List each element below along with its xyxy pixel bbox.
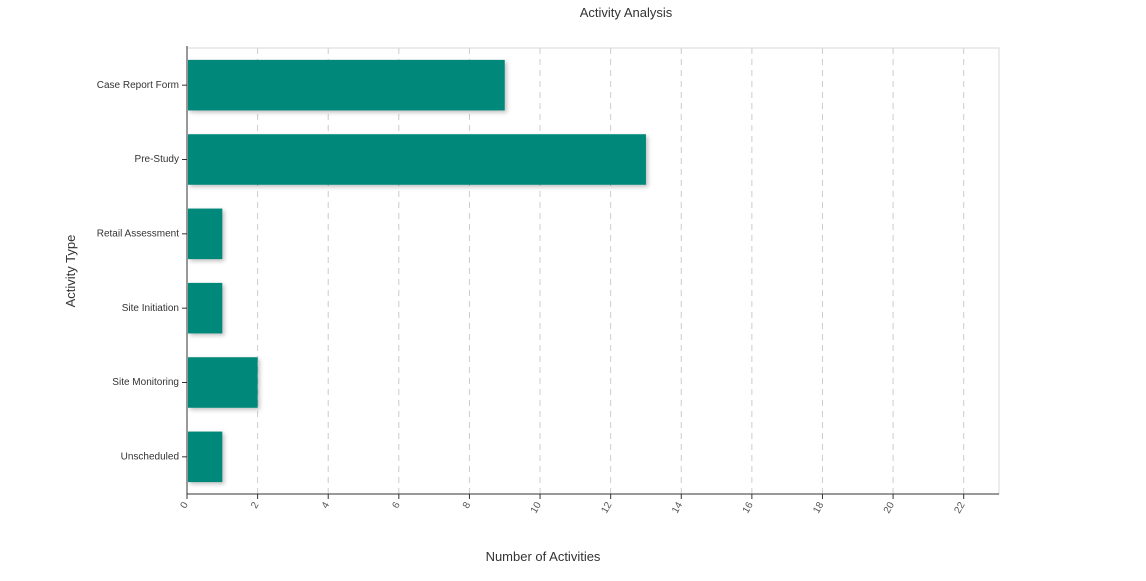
bars — [188, 59, 646, 483]
bar-0 — [188, 59, 505, 111]
bar-4 — [188, 357, 258, 408]
x-tick-label-9: 18 — [811, 500, 826, 516]
bar-1 — [188, 134, 646, 185]
x-tick-label-1: 2 — [249, 500, 262, 511]
y-category-label-5: Unscheduled — [121, 451, 179, 462]
bar-5 — [188, 431, 223, 483]
y-category-label-2: Retail Assessment — [97, 228, 179, 239]
y-axis-title: Activity Type — [63, 235, 78, 308]
y-category-label-1: Pre-Study — [135, 154, 179, 165]
x-tick-label-10: 20 — [882, 500, 897, 516]
x-axis-ticks: 0 2 4 6 8 10 12 14 16 18 20 22 — [179, 494, 968, 515]
y-axis-categories: Case Report Form Pre-Study Retail Assessme… — [97, 80, 187, 462]
x-tick-label-8: 16 — [741, 500, 756, 516]
grid-lines — [257, 48, 965, 494]
y-category-label-3: Site Initiation — [122, 303, 179, 314]
x-tick-label-11: 22 — [952, 500, 967, 516]
x-tick-label-0: 0 — [179, 500, 192, 511]
x-tick-label-4: 8 — [461, 500, 474, 511]
x-tick-label-7: 14 — [670, 500, 685, 516]
y-category-label-4: Site Monitoring — [112, 377, 179, 388]
x-tick-label-5: 10 — [529, 500, 544, 516]
plot-frame — [186, 47, 1000, 495]
chart-title: Activity Analysis — [580, 5, 673, 20]
x-tick-label-3: 6 — [390, 500, 403, 511]
bar-2 — [188, 208, 223, 260]
bar-3 — [188, 282, 223, 334]
x-axis-title: Number of Activities — [486, 549, 601, 564]
y-category-label-0: Case Report Form — [97, 80, 179, 91]
x-tick-label-2: 4 — [320, 500, 333, 511]
x-tick-label-6: 12 — [599, 500, 614, 516]
